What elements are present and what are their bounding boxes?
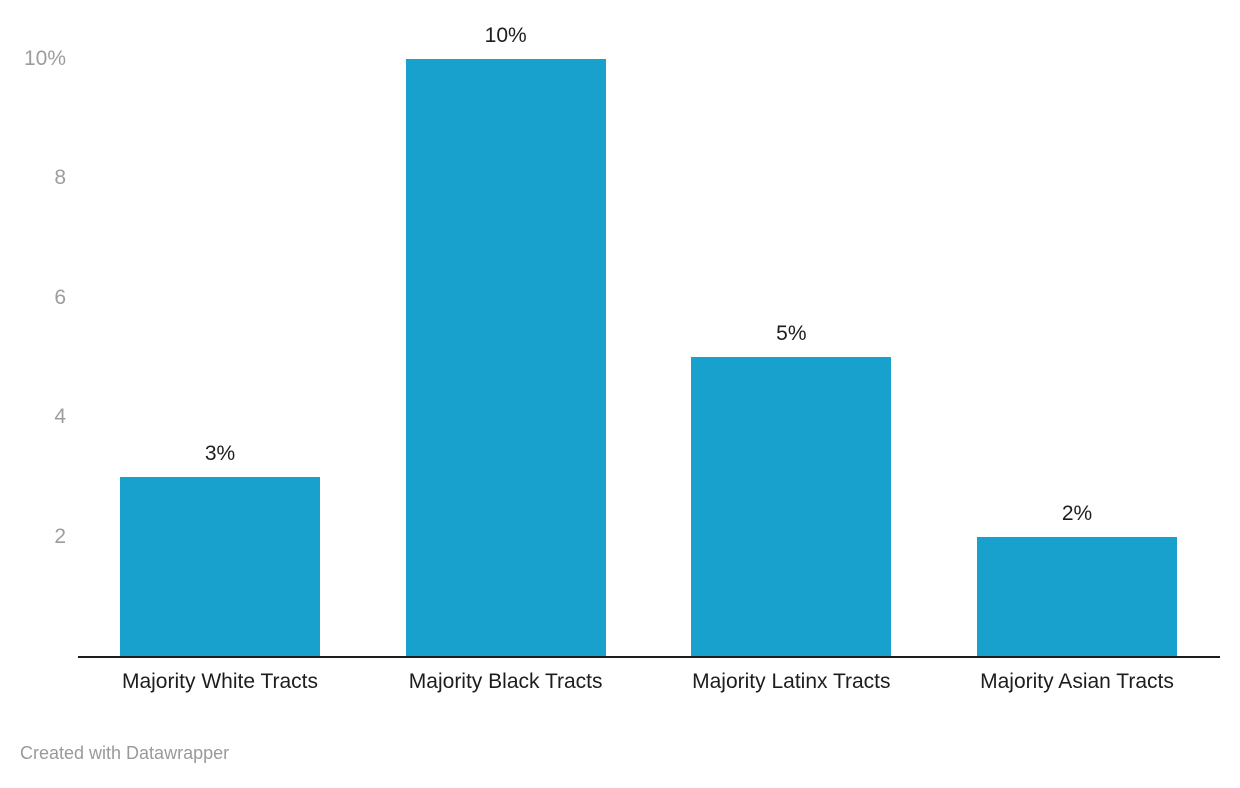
x-axis-baseline <box>78 656 1220 658</box>
x-axis-category-label: Majority Black Tracts <box>408 670 603 693</box>
y-axis-tick-label: 8 <box>54 166 66 189</box>
bar <box>691 357 892 656</box>
attribution-text: Created with Datawrapper <box>20 743 230 763</box>
y-axis-tick-label: 6 <box>54 285 66 309</box>
x-axis-category-label: Majority White Tracts <box>121 670 319 693</box>
x-axis-category-label: Majority Asian Tracts <box>980 670 1174 693</box>
y-axis-tick-label: 10% <box>23 46 66 70</box>
y-axis-tick-label: 4 <box>54 405 66 428</box>
bar <box>120 476 320 656</box>
bar-value-label: 10% <box>484 23 527 47</box>
bar-value-label: 5% <box>776 322 807 346</box>
y-axis-tick-label: 2 <box>54 524 66 548</box>
bar <box>977 536 1177 656</box>
bar-value-label: 2% <box>1061 501 1093 525</box>
bar-value-label: 3% <box>204 441 236 465</box>
x-axis-category-label: Majority Latinx Tracts <box>692 670 891 693</box>
bar <box>405 58 606 656</box>
